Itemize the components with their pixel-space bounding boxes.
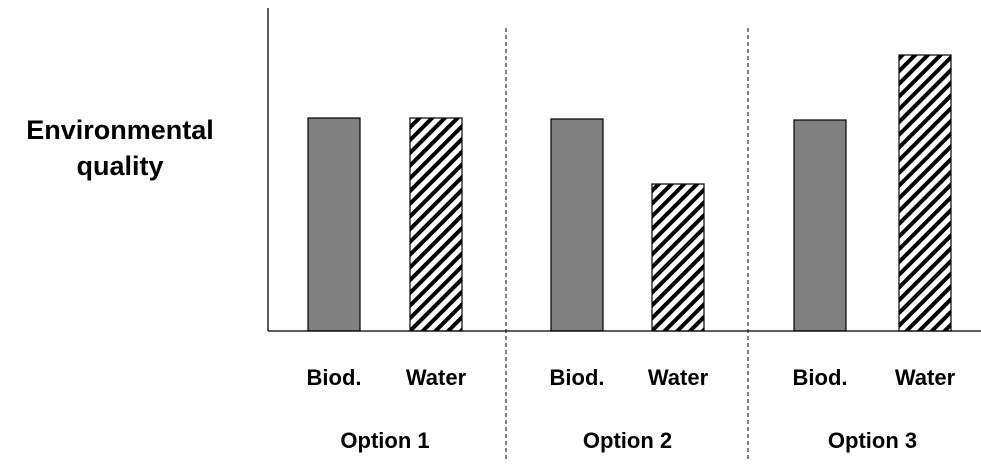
bars — [307, 54, 952, 332]
category-label: Water — [648, 365, 709, 390]
group-label-3: Option 3 — [828, 428, 917, 453]
y-axis-label-line-2: quality — [76, 151, 164, 181]
group-label-2: Option 2 — [583, 428, 672, 453]
bar-1-water — [409, 117, 463, 332]
y-axis-label-line-1: Environmental — [26, 115, 214, 145]
category-label: Water — [406, 365, 467, 390]
bar-1-biod — [307, 117, 361, 332]
bar-3-water — [898, 54, 952, 332]
bar-2-biod — [550, 118, 604, 332]
bar-2-water — [651, 183, 705, 332]
group-separators — [505, 28, 749, 462]
bar-3-biod — [793, 119, 847, 332]
category-label: Biod. — [307, 365, 362, 390]
tick-labels: Biod. Water Option 1 Biod. Water Option 2 Biod… — [307, 365, 956, 453]
category-label: Biod. — [550, 365, 605, 390]
category-label: Water — [895, 365, 956, 390]
axes — [267, 8, 981, 332]
y-axis-label: Environmental quality — [0, 112, 240, 184]
category-label: Biod. — [793, 365, 848, 390]
group-label-1: Option 1 — [340, 428, 429, 453]
